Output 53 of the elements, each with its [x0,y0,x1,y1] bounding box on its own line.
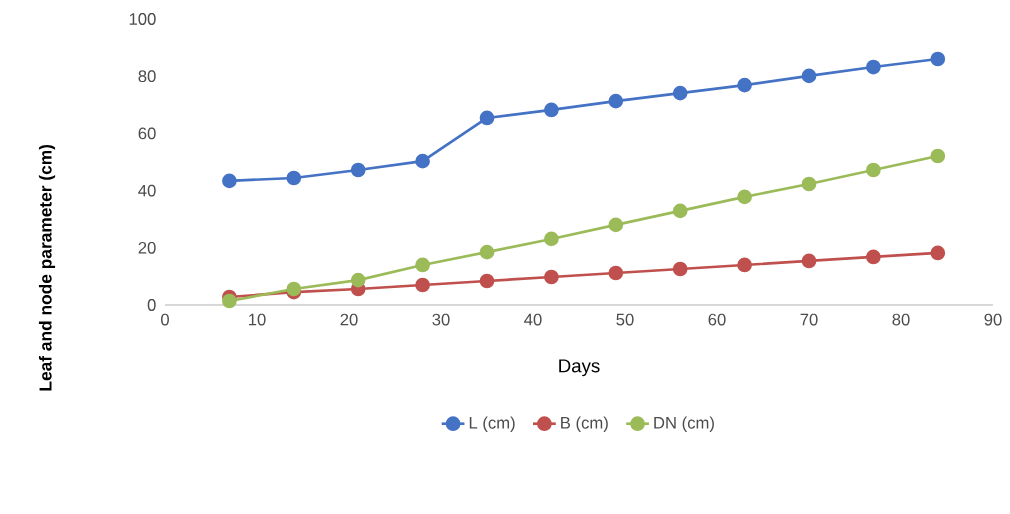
point [930,245,946,261]
x-tick-label: 70 [800,313,818,326]
point [222,293,237,309]
point [930,148,946,164]
point [801,253,817,269]
x-tick-label: 90 [984,313,1002,326]
point [608,217,624,233]
point [737,77,752,93]
y-tick-label: 100 [129,13,156,25]
point [479,273,495,289]
x-axis-title: Days [559,359,600,377]
point [737,189,752,205]
point [801,68,817,84]
point [672,85,688,101]
point [801,176,817,192]
point [350,272,366,288]
y-tick-label: 80 [138,70,156,83]
x-tick-label: 50 [616,313,634,326]
point [672,261,688,277]
point [479,244,495,260]
y-tick-label: 20 [138,241,156,254]
point [672,203,688,219]
point [415,153,430,169]
point [608,93,624,109]
point [350,162,366,178]
point [608,265,624,281]
x-tick-label: 20 [340,313,358,326]
legend-label: B (cm) [561,416,608,432]
point [286,170,302,186]
point [479,110,495,126]
point [415,277,430,293]
point [415,257,430,273]
point [737,257,752,273]
point [866,249,881,265]
x-tick-label: 60 [708,313,726,326]
x-tick-label: 40 [524,313,542,326]
legend-label: DN (cm) [654,416,714,432]
x-tick-label: 10 [249,313,266,326]
point [544,102,559,118]
point [866,162,881,178]
y-tick-label: 40 [138,184,156,197]
point [866,59,881,75]
x-tick-label: 30 [432,313,450,326]
point [222,173,237,189]
point [544,269,559,285]
point [544,231,559,247]
legend-label: L (cm) [469,416,515,432]
y-tick-label: 60 [138,127,156,140]
x-tick-label: 0 [161,313,169,326]
y-tick-label: 0 [147,299,156,311]
y-axis-title: Leaf and node parameter (cm) [38,144,56,391]
point [930,51,946,67]
x-tick-label: 80 [892,313,910,326]
